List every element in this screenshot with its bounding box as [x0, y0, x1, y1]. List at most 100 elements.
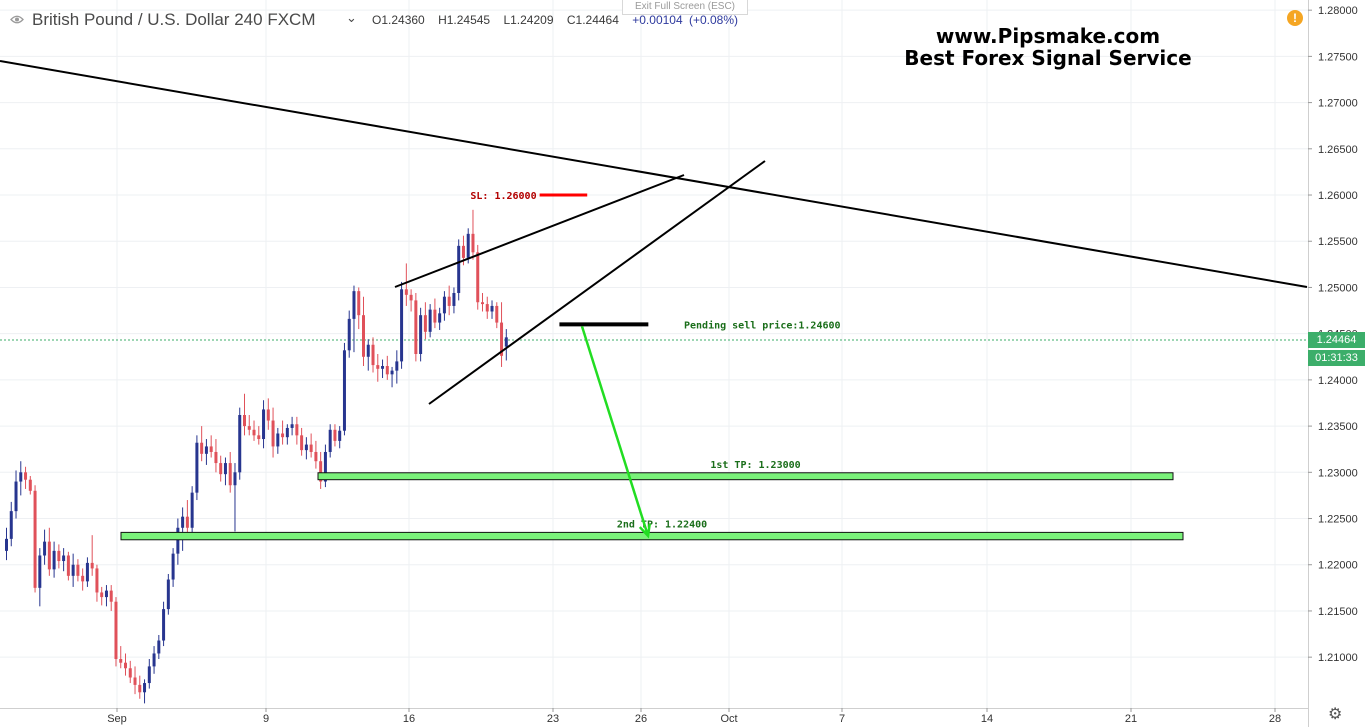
- candle-bullish: [204, 446, 208, 454]
- price-tick-label: 1.26000: [1318, 190, 1358, 202]
- time-tick-label: 16: [403, 713, 415, 725]
- candle-bullish: [428, 309, 432, 332]
- time-tick-label: Oct: [720, 713, 737, 725]
- brand-url: www.Pipsmake.com: [935, 24, 1161, 48]
- candle-bearish: [90, 562, 94, 569]
- exchange: FXCM: [267, 10, 316, 29]
- candle-bearish: [252, 429, 256, 436]
- time-tick-label: 26: [635, 713, 647, 725]
- candle-bullish: [276, 433, 280, 447]
- time-tick-label: 7: [839, 713, 845, 725]
- candle-bearish: [333, 429, 337, 441]
- candle-bullish: [395, 361, 399, 371]
- candle-bearish: [243, 415, 246, 427]
- time-tick-label: 28: [1269, 713, 1281, 725]
- candle-bearish: [247, 426, 251, 430]
- symbol-name: British Pound / U.S. Dollar: [32, 10, 230, 29]
- alert-icon[interactable]: !: [1287, 10, 1303, 26]
- candle-bullish: [176, 527, 180, 554]
- candle-bearish: [461, 245, 465, 258]
- symbol-title[interactable]: British Pound / U.S. Dollar 240 FXCM: [32, 10, 315, 30]
- eye-icon[interactable]: [10, 14, 24, 25]
- price-tick-label: 1.27500: [1318, 51, 1358, 63]
- candle-bearish: [200, 442, 204, 454]
- open-value: O1.24360: [372, 13, 425, 27]
- low-value: L1.24209: [503, 13, 554, 27]
- candle-bullish: [143, 683, 147, 693]
- candle-bearish: [371, 344, 375, 366]
- price-tick-label: 1.25000: [1318, 282, 1358, 294]
- candle-bullish: [195, 442, 199, 493]
- price-tick-label: 1.21500: [1318, 606, 1358, 618]
- candle-bullish: [442, 296, 446, 314]
- 1st-tp-zone: [317, 472, 1174, 481]
- exit-fullscreen-button[interactable]: Exit Full Screen (ESC): [622, 0, 748, 15]
- candle-bearish: [114, 601, 118, 660]
- candle-bearish: [138, 684, 142, 693]
- price-tick-label: 1.23500: [1318, 421, 1358, 433]
- candle-bullish: [5, 538, 8, 551]
- candle-bearish: [33, 490, 37, 588]
- candle-bearish: [385, 366, 389, 375]
- candle-bearish: [214, 451, 218, 464]
- candle-bearish: [95, 568, 99, 593]
- candle-bullish: [85, 562, 89, 582]
- candle-bullish: [438, 313, 442, 323]
- candle-bearish: [309, 444, 313, 452]
- candle-bearish: [133, 677, 137, 685]
- gear-icon[interactable]: ⚙: [1328, 706, 1343, 723]
- candle-bullish: [152, 653, 156, 667]
- candle-bullish: [223, 463, 227, 475]
- chevron-down-icon[interactable]: ⌄: [346, 10, 357, 25]
- candle-bearish: [28, 479, 32, 491]
- candle-bearish: [66, 555, 70, 576]
- price-tick-label: 1.22500: [1318, 514, 1358, 526]
- candle-bullish: [147, 666, 151, 684]
- candle-bullish: [490, 305, 494, 312]
- candle-bullish: [104, 590, 108, 598]
- candle-bullish: [381, 366, 385, 369]
- time-tick-label: 21: [1125, 713, 1137, 725]
- candle-bullish: [9, 511, 13, 539]
- candle-bearish: [476, 252, 480, 303]
- candle-bullish: [166, 579, 170, 610]
- candle-bearish: [376, 365, 380, 369]
- candle-bullish: [171, 553, 175, 580]
- candle-bullish: [38, 555, 42, 588]
- candle-bullish: [262, 409, 266, 440]
- candle-bearish: [57, 550, 61, 562]
- candle-bearish: [314, 451, 318, 462]
- high-value: H1.24545: [438, 13, 491, 27]
- candle-bearish: [47, 541, 51, 570]
- candle-bearish: [100, 592, 104, 598]
- price-tick-label: 1.23000: [1318, 467, 1358, 479]
- stop-loss-label: SL: 1.26000: [470, 191, 536, 202]
- candle-bullish: [233, 472, 237, 486]
- candle-bullish: [43, 541, 47, 556]
- candle-bullish: [342, 350, 346, 431]
- candle-bearish: [281, 433, 285, 438]
- candle-bearish: [500, 322, 504, 356]
- candle-bearish: [433, 309, 437, 323]
- wedge-upper-line: [394, 174, 685, 288]
- projection-arrowhead: [638, 523, 651, 539]
- drawings: [0, 60, 1308, 405]
- time-axis[interactable]: Sep 9 16 23 26 Oct 7 14 21 28: [0, 708, 1308, 725]
- price-tick-label: 1.24000: [1318, 375, 1358, 387]
- change-percent: (+0.08%): [688, 13, 739, 27]
- candle-bullish: [390, 370, 394, 375]
- candle-bullish: [323, 451, 327, 482]
- candle-bearish: [24, 472, 28, 480]
- time-tick-label: Sep: [107, 713, 127, 725]
- 1st-tp-label: 1st TP: 1.23000: [710, 460, 800, 471]
- candle-bearish: [485, 304, 489, 312]
- candle-bullish: [162, 609, 166, 641]
- countdown-tag: 01:31:33: [1308, 350, 1365, 366]
- candle-bearish: [423, 315, 427, 332]
- time-tick-label: 14: [981, 713, 993, 725]
- candle-bearish: [471, 233, 475, 253]
- candle-bullish: [328, 429, 332, 452]
- candle-bearish: [414, 300, 418, 354]
- candle-bullish: [419, 315, 423, 354]
